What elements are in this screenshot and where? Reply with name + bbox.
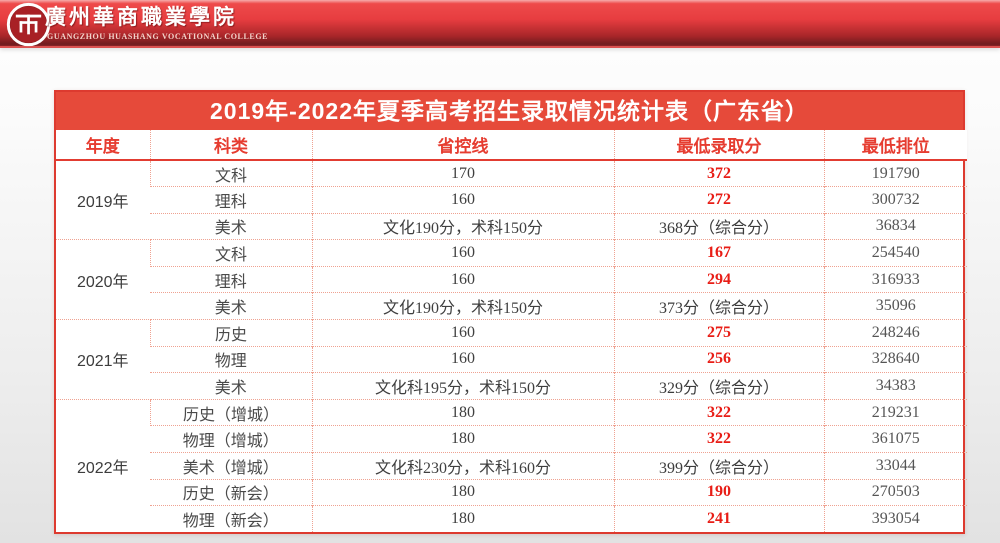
table-row: 美术 文化科195分，术科150分 329分（综合分） 34383 — [56, 372, 967, 400]
min-rank-cell: 35096 — [823, 292, 967, 320]
min-score-cell: 372 — [613, 159, 824, 187]
min-score-cell: 368分（综合分） — [613, 212, 824, 240]
min-rank-cell: 254540 — [823, 239, 967, 267]
table-row: 2021年 历史 160 275 248246 — [56, 319, 967, 400]
table-row: 美术 文化190分，术科150分 368分（综合分） 36834 — [56, 212, 967, 240]
min-score-cell: 329分（综合分） — [613, 372, 824, 400]
college-name-en: GUANGZHOU HUASHANG VOCATIONAL COLLEGE — [47, 32, 269, 41]
category-cell: 物理 — [150, 345, 312, 373]
control-line-cell: 180 — [311, 398, 614, 426]
control-line-cell: 160 — [311, 186, 614, 214]
category-cell: 历史 — [149, 319, 312, 347]
min-score-cell: 272 — [613, 186, 824, 214]
min-rank-cell: 316933 — [823, 265, 967, 293]
category-cell: 理科 — [150, 186, 312, 214]
control-line-cell: 180 — [311, 478, 614, 506]
min-score-cell: 241 — [613, 505, 824, 533]
control-line-cell: 160 — [311, 345, 614, 373]
college-name-block: 廣州華商職業學院 GUANGZHOU HUASHANG VOCATIONAL C… — [45, 3, 268, 41]
min-score-cell: 275 — [613, 319, 824, 347]
table-row: 理科 160 272 300732 — [56, 186, 967, 214]
category-cell: 美术（增城） — [150, 452, 312, 480]
category-cell: 物理（新会） — [150, 505, 312, 533]
table-row: 历史（新会） 180 190 270503 — [56, 478, 967, 506]
table-title: 2019年-2022年夏季高考招生录取情况统计表（广东省） — [56, 92, 963, 130]
col-header-min-score: 最低录取分 — [613, 130, 824, 161]
min-rank-cell: 328640 — [823, 345, 967, 373]
min-rank-cell: 34383 — [823, 372, 967, 400]
control-line-cell: 160 — [311, 319, 614, 347]
min-rank-cell: 300732 — [823, 186, 967, 214]
min-rank-cell: 393054 — [823, 505, 967, 533]
min-score-cell: 294 — [613, 265, 824, 293]
control-line-cell: 文化科195分，术科150分 — [311, 372, 614, 400]
control-line-cell: 160 — [311, 265, 614, 293]
min-score-cell: 322 — [613, 425, 824, 453]
control-line-cell: 180 — [311, 505, 614, 533]
year-cell: 2021年 — [56, 319, 150, 400]
table-row: 物理（增城） 180 322 361075 — [56, 425, 967, 453]
table-row: 美术（增城） 文化科230分，术科160分 399分（综合分） 33044 — [56, 452, 967, 480]
control-line-cell: 文化科230分，术科160分 — [311, 452, 614, 480]
control-line-cell: 文化190分，术科150分 — [311, 292, 614, 320]
table-row: 2022年 历史（增城） 180 322 219231 — [56, 398, 967, 533]
min-rank-cell: 248246 — [823, 319, 967, 347]
min-score-cell: 190 — [613, 478, 824, 506]
header-row: 年度 科类 省控线 最低录取分 最低排位 — [56, 130, 967, 161]
category-cell: 美术 — [150, 212, 312, 240]
min-rank-cell: 219231 — [823, 398, 967, 426]
min-rank-cell: 33044 — [823, 452, 967, 480]
col-header-year: 年度 — [56, 130, 150, 161]
min-rank-cell: 36834 — [823, 212, 967, 240]
category-cell: 物理（增城） — [150, 425, 312, 453]
min-score-cell: 256 — [613, 345, 824, 373]
year-cell: 2022年 — [56, 398, 150, 533]
control-line-cell: 180 — [311, 425, 614, 453]
min-score-cell: 167 — [613, 239, 824, 267]
admission-stats-table: 年度 科类 省控线 最低录取分 最低排位 2019年 文科 170 372 191790… — [56, 130, 967, 533]
table-row: 2019年 文科 170 372 191790 — [56, 159, 967, 240]
category-cell: 美术 — [150, 292, 312, 320]
college-name-zh: 廣州華商職業學院 — [45, 5, 237, 29]
min-score-cell: 373分（综合分） — [613, 292, 824, 320]
min-score-cell: 322 — [613, 398, 824, 426]
control-line-cell: 文化190分，术科150分 — [311, 212, 614, 240]
control-line-cell: 160 — [311, 239, 614, 267]
year-cell: 2020年 — [56, 239, 150, 320]
col-header-control-line: 省控线 — [311, 130, 614, 161]
min-rank-cell: 270503 — [823, 478, 967, 506]
control-line-cell: 170 — [311, 159, 614, 187]
college-emblem-icon — [6, 2, 51, 47]
table-row: 理科 160 294 316933 — [56, 265, 967, 293]
admission-stats-card: 2019年-2022年夏季高考招生录取情况统计表（广东省） 年度 科类 省控线 … — [54, 90, 967, 535]
site-banner: 廣州華商職業學院 GUANGZHOU HUASHANG VOCATIONAL C… — [0, 0, 1000, 48]
category-cell: 文科 — [149, 239, 312, 267]
category-cell: 文科 — [149, 159, 312, 187]
table-row: 2020年 文科 160 167 254540 — [56, 239, 967, 320]
min-rank-cell: 361075 — [823, 425, 967, 453]
table-body: 2019年 文科 170 372 191790 理科 160 272 300732 美术 文化190… — [56, 159, 967, 533]
min-rank-cell: 191790 — [823, 159, 967, 187]
min-score-cell: 399分（综合分） — [613, 452, 824, 480]
category-cell: 理科 — [150, 265, 312, 293]
col-header-category: 科类 — [149, 130, 312, 161]
table-row: 物理（新会） 180 241 393054 — [56, 505, 967, 533]
table-row: 物理 160 256 328640 — [56, 345, 967, 373]
table-row: 美术 文化190分，术科150分 373分（综合分） 35096 — [56, 292, 967, 320]
category-cell: 历史（新会） — [150, 478, 312, 506]
year-cell: 2019年 — [56, 159, 150, 240]
category-cell: 美术 — [150, 372, 312, 400]
col-header-min-rank: 最低排位 — [823, 130, 967, 161]
college-logo — [6, 2, 51, 47]
category-cell: 历史（增城） — [149, 398, 312, 426]
